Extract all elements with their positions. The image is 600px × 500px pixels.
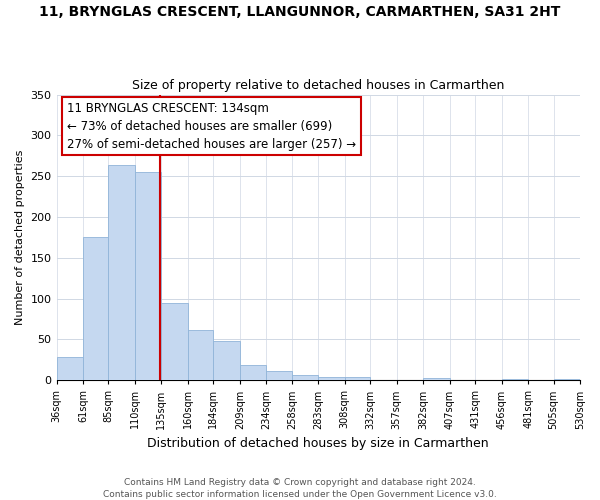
Bar	[292, 374, 318, 380]
Bar	[161, 302, 188, 380]
Bar	[240, 365, 266, 380]
Text: Contains HM Land Registry data © Crown copyright and database right 2024.
Contai: Contains HM Land Registry data © Crown c…	[103, 478, 497, 499]
Bar	[109, 165, 135, 380]
Bar	[188, 330, 214, 380]
X-axis label: Distribution of detached houses by size in Carmarthen: Distribution of detached houses by size …	[148, 437, 489, 450]
Y-axis label: Number of detached properties: Number of detached properties	[15, 150, 25, 325]
Bar	[423, 378, 449, 380]
Bar	[318, 377, 345, 380]
Bar	[554, 378, 580, 380]
Text: 11 BRYNGLAS CRESCENT: 134sqm
← 73% of detached houses are smaller (699)
27% of s: 11 BRYNGLAS CRESCENT: 134sqm ← 73% of de…	[67, 102, 356, 150]
Bar	[266, 372, 292, 380]
Title: Size of property relative to detached houses in Carmarthen: Size of property relative to detached ho…	[132, 79, 505, 92]
Bar	[56, 358, 83, 380]
Bar	[83, 238, 109, 380]
Text: 11, BRYNGLAS CRESCENT, LLANGUNNOR, CARMARTHEN, SA31 2HT: 11, BRYNGLAS CRESCENT, LLANGUNNOR, CARMA…	[40, 5, 560, 19]
Bar	[345, 377, 370, 380]
Bar	[135, 172, 161, 380]
Bar	[502, 378, 528, 380]
Bar	[214, 341, 240, 380]
